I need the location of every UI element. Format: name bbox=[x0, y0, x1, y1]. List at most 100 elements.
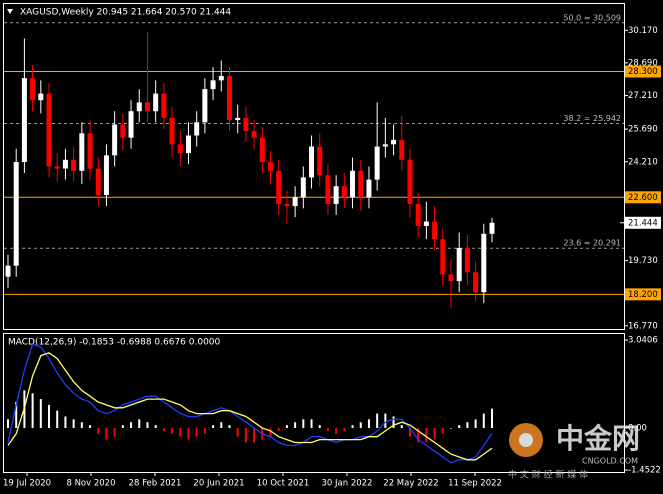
watermark-site: CNGOLD.COM bbox=[582, 457, 638, 466]
macd-histogram-bar bbox=[220, 422, 223, 429]
y-tick-label: 25.690 bbox=[628, 125, 658, 135]
macd-histogram-bar bbox=[146, 422, 149, 429]
macd-histogram-bar bbox=[48, 404, 51, 429]
logo-dot bbox=[519, 433, 533, 447]
candle-body bbox=[185, 135, 191, 154]
macd-histogram-bar bbox=[392, 416, 395, 429]
level-tag bbox=[625, 65, 661, 78]
y-tick-label: 27.210 bbox=[628, 91, 658, 101]
macd-histogram-bar bbox=[7, 419, 9, 429]
candle-body bbox=[440, 239, 446, 275]
candle-body bbox=[251, 131, 257, 138]
candle-body bbox=[153, 93, 159, 112]
macd-histogram-bar bbox=[195, 428, 198, 437]
macd-histogram-bar bbox=[285, 425, 288, 429]
y-tick-label: 28.690 bbox=[628, 58, 658, 68]
candle-body bbox=[489, 222, 495, 234]
candle-body bbox=[210, 80, 216, 90]
macd-histogram-bar bbox=[318, 425, 321, 429]
x-tick-label: 20 Jun 2021 bbox=[193, 479, 244, 489]
candle-body bbox=[87, 133, 93, 169]
x-tick-label: 19 Jul 2020 bbox=[3, 479, 51, 489]
macd-histogram-bar bbox=[491, 408, 493, 429]
x-tick-label: 22 May 2022 bbox=[383, 479, 438, 489]
level-tag bbox=[625, 288, 661, 301]
candle-body bbox=[333, 186, 339, 204]
candle-body bbox=[235, 117, 241, 121]
candle-body bbox=[309, 146, 315, 178]
watermark-slogan: 中 文 财 经 新 媒 体 bbox=[508, 469, 588, 481]
macd-line bbox=[7, 343, 493, 464]
candle-body bbox=[292, 197, 298, 207]
candle-body bbox=[259, 137, 265, 162]
macd-histogram-bar bbox=[359, 422, 362, 429]
level-tag bbox=[625, 191, 661, 204]
candle-body bbox=[456, 248, 462, 282]
candle-body bbox=[103, 155, 109, 196]
macd-histogram-bar bbox=[130, 422, 133, 429]
level-label: 22.600 bbox=[628, 193, 658, 203]
candle-body bbox=[448, 274, 454, 282]
macd-histogram-bar bbox=[171, 428, 174, 434]
candle-body bbox=[276, 170, 282, 204]
candle-body bbox=[128, 111, 134, 138]
macd-histogram-bar bbox=[376, 413, 379, 429]
candle-body bbox=[112, 124, 118, 156]
macd-histogram-bar bbox=[64, 416, 67, 429]
candle-body bbox=[374, 146, 380, 180]
macd-histogram-bar bbox=[89, 425, 92, 429]
candle-body bbox=[325, 175, 331, 204]
candle-body bbox=[382, 144, 388, 147]
candle-body bbox=[46, 93, 52, 167]
x-tick-label: 10 Oct 2021 bbox=[257, 479, 310, 489]
candle-body bbox=[169, 117, 175, 145]
macd-histogram-bar bbox=[433, 428, 436, 440]
macd-histogram-bar bbox=[482, 413, 485, 429]
macd-histogram-bar bbox=[212, 425, 215, 429]
macd-title: MACD(12,26,9) -0.1853 -0.6988 0.6676 0.0… bbox=[8, 338, 221, 348]
y-tick-label: 16.770 bbox=[628, 321, 658, 331]
signal-line bbox=[7, 352, 493, 461]
macd-histogram-bar bbox=[31, 393, 34, 429]
candle-body bbox=[136, 102, 142, 112]
candle-body bbox=[95, 168, 101, 196]
macd-histogram-bar bbox=[269, 428, 272, 437]
macd-histogram-bar bbox=[310, 419, 313, 429]
macd-panel bbox=[3, 333, 625, 473]
candle-body bbox=[177, 144, 183, 154]
macd-tick-label: 0.00 bbox=[628, 424, 647, 434]
candle-body bbox=[391, 139, 397, 145]
macd-histogram-bar bbox=[466, 422, 469, 429]
candle-body bbox=[399, 139, 405, 160]
price-tag bbox=[625, 216, 661, 229]
candle-body bbox=[30, 78, 36, 101]
macd-histogram-bar bbox=[179, 428, 182, 437]
candle-body bbox=[218, 75, 224, 81]
macd-histogram-bar bbox=[367, 419, 370, 429]
macd-histogram-bar bbox=[105, 428, 108, 440]
watermark: 中金网 CNGOLD.COM 中 文 财 经 新 媒 体 bbox=[508, 422, 640, 481]
macd-histogram-bar bbox=[474, 419, 477, 429]
macd-histogram-bar bbox=[80, 422, 83, 429]
macd-histogram-bar bbox=[162, 428, 165, 431]
candle-body bbox=[21, 78, 27, 162]
x-tick-label: 8 Nov 2020 bbox=[66, 479, 115, 489]
candle-body bbox=[194, 122, 200, 136]
macd-histogram-bar bbox=[236, 428, 239, 437]
macd-histogram-bar bbox=[113, 428, 116, 437]
candle-body bbox=[341, 186, 347, 198]
candle-body bbox=[366, 179, 372, 198]
macd-histogram-bar bbox=[384, 413, 387, 429]
level-label: 28.300 bbox=[628, 67, 658, 77]
macd-histogram-bar bbox=[343, 428, 346, 431]
candle-body bbox=[464, 248, 470, 273]
candle-body bbox=[268, 161, 274, 171]
candle-body bbox=[423, 221, 429, 226]
candle-body bbox=[71, 159, 77, 171]
candle-body bbox=[473, 272, 479, 293]
macd-histogram-bar bbox=[138, 419, 141, 429]
macd-histogram-bar bbox=[351, 425, 354, 429]
candle-body bbox=[120, 124, 126, 138]
x-tick-label: 30 Jan 2022 bbox=[322, 479, 373, 489]
candle-body bbox=[300, 177, 306, 198]
